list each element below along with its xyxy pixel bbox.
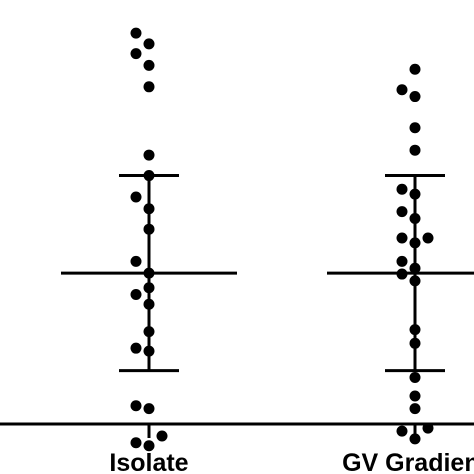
data-point-isolate	[143, 149, 155, 161]
data-point-isolate	[143, 326, 155, 338]
data-point-isolate	[143, 345, 155, 357]
data-point-gv-gradient	[396, 425, 408, 437]
data-point-isolate	[130, 27, 142, 39]
plot-marks	[61, 27, 474, 452]
data-point-gv-gradient	[396, 255, 408, 267]
data-point-gv-gradient	[409, 144, 421, 156]
data-point-gv-gradient	[409, 91, 421, 103]
data-point-isolate	[130, 289, 142, 301]
data-point-gv-gradient	[396, 206, 408, 218]
data-point-isolate	[143, 267, 155, 279]
data-point-isolate	[143, 203, 155, 215]
data-point-gv-gradient	[409, 433, 421, 445]
data-point-gv-gradient	[409, 262, 421, 274]
data-point-isolate	[143, 170, 155, 182]
data-point-gv-gradient	[396, 232, 408, 244]
data-point-isolate	[130, 191, 142, 203]
data-point-gv-gradient	[422, 422, 434, 434]
data-point-gv-gradient	[409, 371, 421, 383]
data-point-isolate	[143, 81, 155, 93]
data-point-gv-gradient	[409, 63, 421, 75]
data-point-isolate	[143, 440, 155, 452]
data-point-isolate	[130, 342, 142, 354]
data-point-gv-gradient	[396, 183, 408, 195]
data-point-isolate	[156, 430, 168, 442]
data-point-gv-gradient	[409, 390, 421, 402]
data-point-gv-gradient	[409, 122, 421, 134]
data-point-isolate	[143, 282, 155, 294]
data-point-gv-gradient	[409, 237, 421, 249]
data-point-isolate	[143, 59, 155, 71]
data-point-gv-gradient	[422, 232, 434, 244]
data-point-gv-gradient	[409, 188, 421, 200]
x-tick-label-isolate: Isolate	[109, 449, 188, 474]
data-point-gv-gradient	[396, 84, 408, 96]
data-point-gv-gradient	[409, 275, 421, 287]
data-point-isolate	[130, 255, 142, 267]
data-point-isolate	[130, 437, 142, 449]
data-point-gv-gradient	[409, 212, 421, 224]
data-point-isolate	[130, 400, 142, 412]
data-point-isolate	[143, 298, 155, 310]
data-point-gv-gradient	[409, 337, 421, 349]
data-point-gv-gradient	[396, 268, 408, 280]
data-point-gv-gradient	[409, 324, 421, 336]
x-tick-label-gv-gradient: GV Gradient	[342, 449, 474, 474]
data-point-gv-gradient	[409, 403, 421, 415]
data-point-isolate	[143, 223, 155, 235]
data-point-isolate	[143, 403, 155, 415]
data-point-isolate	[143, 38, 155, 50]
data-point-isolate	[130, 48, 142, 60]
